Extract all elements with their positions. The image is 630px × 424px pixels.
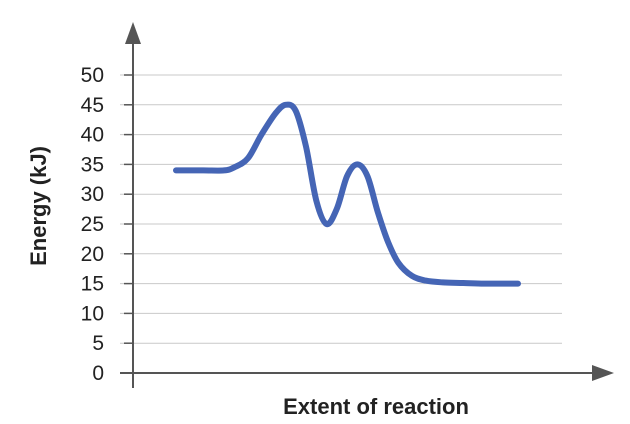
y-axis-title: Energy (kJ) bbox=[26, 146, 51, 266]
y-tick-label-20: 20 bbox=[81, 243, 104, 266]
y-tick-label-15: 15 bbox=[81, 273, 104, 296]
y-tick-label-30: 30 bbox=[81, 183, 104, 206]
y-tick-label-40: 40 bbox=[81, 124, 104, 147]
x-axis-title: Extent of reaction bbox=[283, 394, 469, 419]
y-tick-label-25: 25 bbox=[81, 213, 104, 236]
x-axis-arrow bbox=[592, 365, 614, 381]
y-tick-label-50: 50 bbox=[81, 64, 104, 87]
y-tick-label-35: 35 bbox=[81, 153, 104, 176]
y-tick-label-5: 5 bbox=[92, 332, 104, 355]
y-axis-arrow bbox=[125, 22, 141, 44]
y-tick-label-10: 10 bbox=[81, 302, 104, 325]
gridlines bbox=[120, 74, 562, 344]
y-tick-label-0: 0 bbox=[92, 362, 104, 385]
energy-curve bbox=[173, 101, 521, 287]
y-tick-label-45: 45 bbox=[81, 94, 104, 117]
y-tick-labels: 0 5 10 15 20 25 30 35 40 45 50 bbox=[81, 64, 133, 385]
